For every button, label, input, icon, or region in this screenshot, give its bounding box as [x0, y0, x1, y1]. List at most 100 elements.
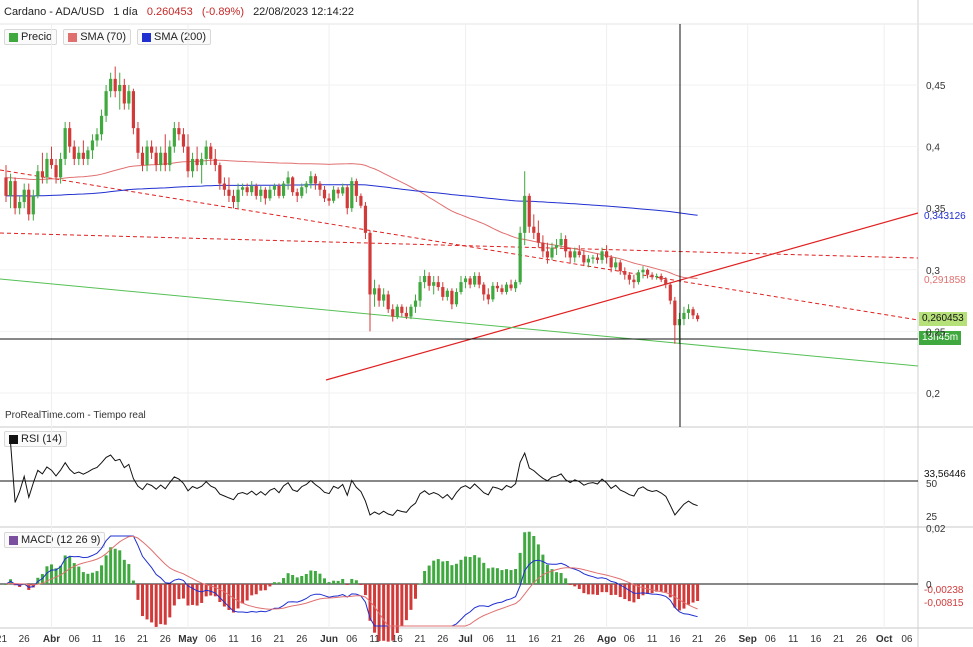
macd-histogram-bar [523, 532, 527, 584]
candle-up [272, 186, 277, 190]
candle-down [113, 78, 117, 92]
legend-price[interactable]: Precio [4, 29, 58, 45]
candle-down [154, 152, 158, 166]
candle-down [509, 284, 513, 289]
candle-down [222, 183, 226, 190]
candle-down [632, 279, 636, 283]
candle-up [641, 269, 645, 273]
macd-histogram-bar [596, 584, 599, 595]
candle-down [68, 128, 72, 147]
x-tick-label: 21 [833, 634, 845, 645]
macd-histogram-bar [163, 584, 167, 625]
candle-up [118, 85, 122, 92]
macd-histogram-bar [168, 584, 172, 618]
rsi-line [10, 443, 698, 516]
macd-histogram-bar [118, 550, 122, 584]
macd-histogram-bar [145, 584, 149, 620]
macd-histogram-bar [514, 568, 518, 584]
candle-up [45, 158, 49, 178]
macd-histogram-bar [131, 580, 135, 584]
price-tick-label: 0,3 [926, 266, 940, 277]
candle-up [95, 134, 99, 141]
x-tick-label: 06 [765, 634, 777, 645]
macd-histogram-bar [90, 572, 94, 584]
price-value-badge: 0,260453 [919, 312, 967, 326]
candle-up [259, 189, 263, 196]
macd-histogram-bar [200, 584, 204, 603]
candle-down [150, 146, 154, 153]
macd-histogram-bar [696, 584, 700, 602]
candle-down [327, 198, 331, 201]
candle-up [559, 239, 563, 246]
macd-histogram-bar [386, 584, 390, 642]
x-tick-label: May [178, 634, 198, 645]
candle-down [54, 165, 58, 178]
macd-histogram-bar [536, 544, 540, 584]
macd-histogram-bar [436, 559, 440, 584]
macd-histogram-bar [113, 548, 117, 584]
sma70-line [6, 159, 698, 279]
macd-histogram-bar [468, 556, 472, 584]
macd-histogram-bar [586, 584, 590, 595]
candle-up [586, 258, 590, 263]
candle-down [377, 288, 381, 301]
macd-histogram-bar [418, 583, 422, 585]
candle-up [445, 290, 449, 297]
candle-down [136, 128, 140, 153]
macd-histogram-bar [295, 577, 299, 584]
candle-down [291, 177, 295, 193]
green-trendline [0, 278, 919, 367]
candle-down [486, 294, 490, 300]
candle-down [213, 158, 217, 166]
x-tick-label: 21 [137, 634, 149, 645]
macd-histogram-bar [550, 569, 554, 584]
macd-histogram-bar [673, 584, 677, 608]
macd-histogram-bar [63, 555, 67, 584]
macd-histogram-bar [582, 584, 586, 594]
candle-up [514, 282, 518, 289]
candle-down [577, 251, 581, 256]
macd-signal-line [5, 535, 698, 627]
candle-down [582, 255, 586, 263]
macd-histogram-bar [159, 584, 163, 625]
legend-sma200-label: SMA (200) [154, 31, 207, 43]
timeframe[interactable]: 1 día [113, 6, 138, 18]
x-tick-label: 11 [92, 634, 103, 645]
candle-down [363, 205, 368, 233]
candle-up [550, 247, 554, 258]
candle-down [163, 152, 167, 166]
candle-up [459, 282, 463, 292]
x-tick-label: 16 [392, 634, 404, 645]
macd-swatch [9, 535, 18, 545]
candle-up [200, 158, 204, 166]
macd-histogram-bar [172, 584, 176, 606]
x-tick-label: 06 [624, 634, 636, 645]
candle-up [168, 146, 172, 166]
legend-sma70[interactable]: SMA (70) [63, 29, 132, 45]
x-tick-label: 26 [19, 634, 31, 645]
macd-histogram-bar [482, 562, 486, 584]
candle-up [423, 275, 427, 283]
macd-histogram-bar [423, 571, 427, 584]
macd-histogram-bar [363, 584, 367, 596]
x-tick-label: 26 [574, 634, 586, 645]
candle-down [595, 257, 600, 260]
legend-macd[interactable]: MACD (12 26 9) [4, 532, 106, 548]
price-tick-label: 0,45 [926, 81, 946, 92]
macd-histogram-bar [636, 584, 640, 600]
x-tick-label: 21 [551, 634, 563, 645]
macd-histogram-bar [500, 570, 504, 584]
candle-down [568, 251, 572, 258]
candle-down [673, 300, 677, 326]
candle-down [81, 152, 85, 159]
candle-up [418, 282, 422, 301]
macd-histogram-bar [509, 570, 513, 584]
candle-down [336, 189, 340, 194]
macd-histogram-bar [559, 572, 563, 584]
candle-up [504, 284, 509, 292]
macd-histogram-bar [414, 584, 417, 599]
legend-sma200[interactable]: SMA (200) [137, 29, 212, 45]
x-tick-label: 11 [228, 634, 239, 645]
candle-down [527, 195, 531, 227]
